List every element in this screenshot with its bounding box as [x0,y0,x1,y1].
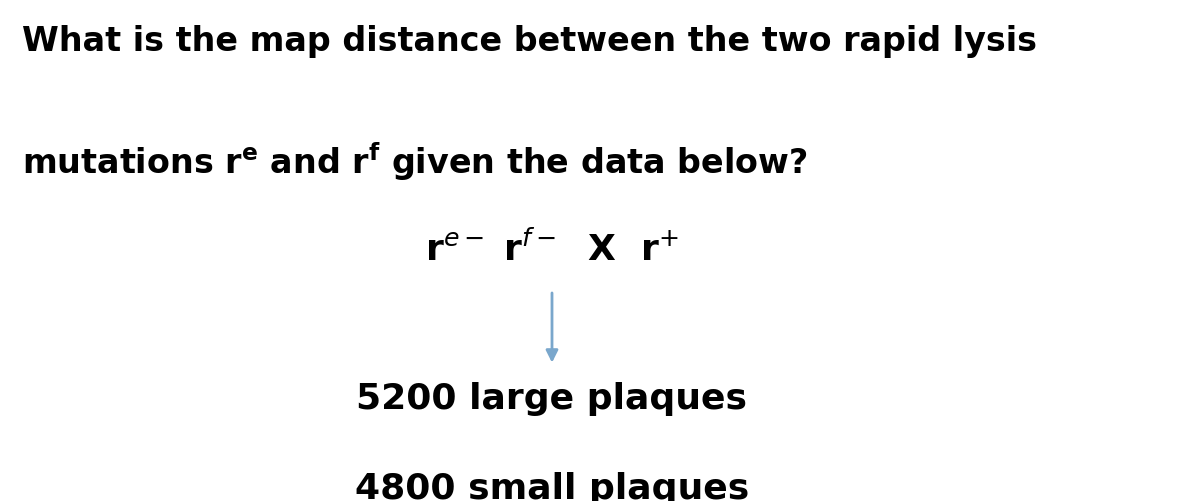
Text: 4800 small plaques: 4800 small plaques [355,471,749,501]
Text: 5200 large plaques: 5200 large plaques [356,381,748,415]
Text: mutations r$^\mathbf{e}$ and r$^\mathbf{f}$ given the data below?: mutations r$^\mathbf{e}$ and r$^\mathbf{… [22,140,808,183]
Text: r$^{e-}$ r$^{f-}$  X  r$^{+}$: r$^{e-}$ r$^{f-}$ X r$^{+}$ [425,230,679,268]
Text: What is the map distance between the two rapid lysis: What is the map distance between the two… [22,25,1037,58]
